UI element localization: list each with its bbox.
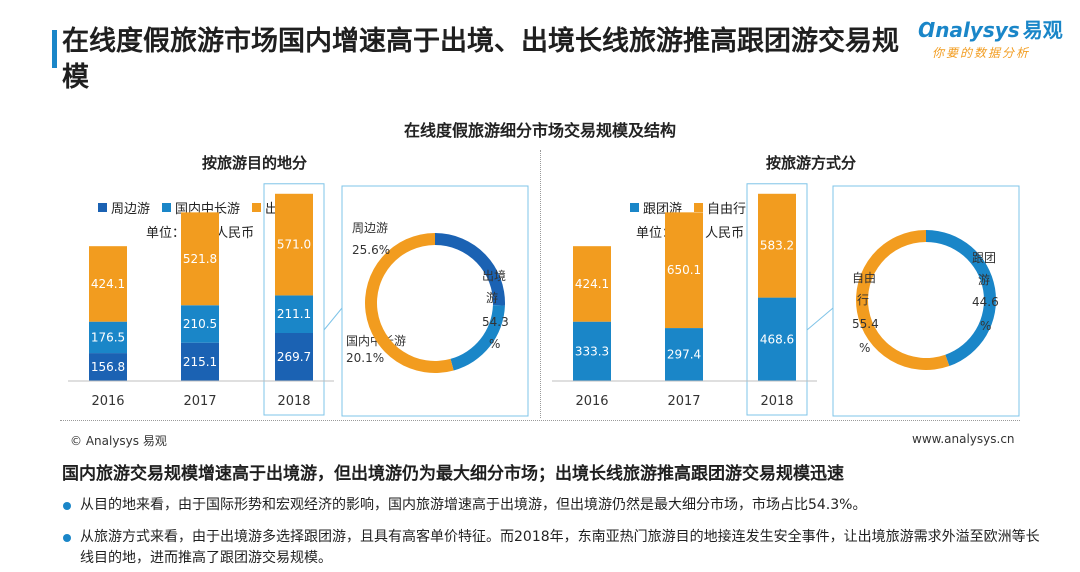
right-donut-label: 跟团 — [972, 251, 996, 265]
left-chart-subtitle: 按旅游目的地分 — [202, 154, 308, 172]
logo-text: nalysys — [935, 18, 1020, 42]
left-donut-label: 20.1% — [346, 351, 384, 365]
left-donut-label: 周边游 — [352, 221, 388, 235]
right-x-tick-label: 2018 — [760, 394, 793, 409]
footer-divider — [60, 420, 1020, 421]
left-bar-segment — [181, 342, 219, 381]
left-donut-panel — [341, 185, 529, 417]
left-donut-label: % — [489, 337, 500, 351]
legend-swatch — [162, 203, 172, 212]
right-x-tick-label: 2016 — [575, 394, 608, 409]
right-donut-label: 自由 — [852, 271, 876, 285]
right-donut-label: % — [980, 319, 991, 333]
right-bar-value-label: 583.2 — [760, 239, 794, 253]
right-bar-segment — [758, 297, 796, 381]
right-donut-label: % — [859, 341, 870, 355]
right-donut-label: 44.6 — [972, 295, 999, 309]
right-donut-panel — [832, 185, 1020, 417]
left-highlight-box — [263, 183, 325, 416]
left-bar-value-label: 424.1 — [91, 277, 125, 291]
right-donut-slice — [856, 230, 950, 370]
bullet-text: 从旅游方式来看，由于出境游多选择跟团游，且具有高客单价特征。而2018年，东南亚… — [80, 529, 1040, 566]
right-bar-value-label: 297.4 — [667, 348, 701, 362]
conclusion-heading: 国内旅游交易规模增速高于出境游，但出境游仍为最大细分市场；出境长线旅游推高跟团游… — [62, 464, 844, 484]
left-bar-value-label: 521.8 — [183, 252, 217, 266]
logo-wordmark: Ɑnalysys 易观 — [918, 14, 1063, 43]
right-connector-line — [806, 307, 834, 331]
analysys-logo: Ɑnalysys 易观 你要的数据分析 — [918, 14, 1068, 66]
left-bar-segment — [275, 295, 313, 333]
right-bar-segment — [665, 212, 703, 329]
left-connector-line — [323, 307, 343, 331]
logo-a-glyph: Ɑ — [918, 18, 936, 42]
bullet-dot-icon — [63, 502, 71, 510]
legend-swatch — [98, 203, 107, 212]
left-donut-label: 游 — [486, 291, 498, 305]
right-donut-label: 游 — [978, 273, 990, 287]
logo-zh: 易观 — [1022, 18, 1063, 42]
left-x-tick-label: 2018 — [277, 394, 310, 409]
right-bar-segment — [573, 321, 611, 381]
right-donut-label: 行 — [857, 293, 869, 307]
left-bar-segment — [89, 353, 127, 381]
right-donut-label: 55.4 — [852, 317, 879, 331]
right-bar-segment — [758, 193, 796, 298]
left-bar-segment — [275, 332, 313, 381]
left-x-tick-label: 2017 — [183, 394, 216, 409]
left-bar-value-label: 176.5 — [91, 330, 125, 344]
left-donut-label: 25.6% — [352, 243, 390, 257]
left-bar-value-label: 210.5 — [183, 317, 217, 331]
source-credit: © Analysys 易观 — [70, 434, 167, 448]
website-url: www.analysys.cn — [912, 432, 1015, 446]
right-bar-value-label: 468.6 — [760, 332, 794, 346]
right-x-tick-label: 2017 — [667, 394, 700, 409]
left-bar-segment — [89, 321, 127, 354]
right-bar-value-label: 650.1 — [667, 263, 701, 277]
left-bar-segment — [275, 193, 313, 296]
page-title: 在线度假旅游市场国内增速高于出境、出境长线旅游推高跟团游交易规模 — [62, 26, 899, 93]
left-bar-segment — [89, 246, 127, 322]
right-chart-subtitle: 按旅游方式分 — [766, 154, 857, 172]
left-bar-value-label: 156.8 — [91, 360, 125, 374]
bullet-dot-icon — [63, 534, 71, 542]
left-bar-segment — [181, 305, 219, 343]
right-highlight-box — [746, 183, 808, 416]
left-bar-value-label: 211.1 — [277, 307, 311, 321]
legend-swatch — [630, 203, 639, 212]
bullet-item: 从目的地来看，由于国际形势和宏观经济的影响，国内旅游增速高于出境游，但出境游仍然… — [62, 495, 1052, 516]
right-bar-segment — [665, 328, 703, 381]
legend-item: 周边游 — [98, 198, 150, 217]
left-donut-label: 54.3 — [482, 315, 509, 329]
right-bar-value-label: 333.3 — [575, 344, 609, 358]
legend-label: 周边游 — [111, 202, 151, 217]
chart-main-title: 在线度假旅游细分市场交易规模及结构 — [403, 121, 676, 140]
logo-tagline: 你要的数据分析 — [932, 46, 1031, 60]
right-donut-slice — [926, 230, 996, 367]
left-x-tick-label: 2016 — [91, 394, 124, 409]
right-bar-value-label: 424.1 — [575, 277, 609, 291]
legend-item: 自由行 — [694, 198, 746, 217]
bullet-text: 从目的地来看，由于国际形势和宏观经济的影响，国内旅游增速高于出境游，但出境游仍然… — [80, 497, 867, 513]
legend-swatch — [694, 203, 704, 212]
left-bar-segment — [181, 212, 219, 306]
left-bar-value-label: 269.7 — [277, 350, 311, 364]
left-donut-label: 出境 — [482, 268, 506, 283]
title-accent-bar — [52, 30, 57, 68]
chart-divider — [540, 150, 541, 418]
legend-swatch — [252, 203, 262, 212]
left-bar-value-label: 571.0 — [277, 238, 311, 252]
left-donut-slice — [435, 233, 505, 306]
right-bar-segment — [573, 246, 611, 322]
left-bar-value-label: 215.1 — [183, 355, 217, 369]
left-donut-slice — [450, 305, 505, 371]
legend-label: 自由行 — [707, 202, 747, 217]
bullet-item: 从旅游方式来看，由于出境游多选择跟团游，且具有高客单价特征。而2018年，东南亚… — [62, 527, 1052, 569]
left-donut-slice — [364, 233, 454, 374]
